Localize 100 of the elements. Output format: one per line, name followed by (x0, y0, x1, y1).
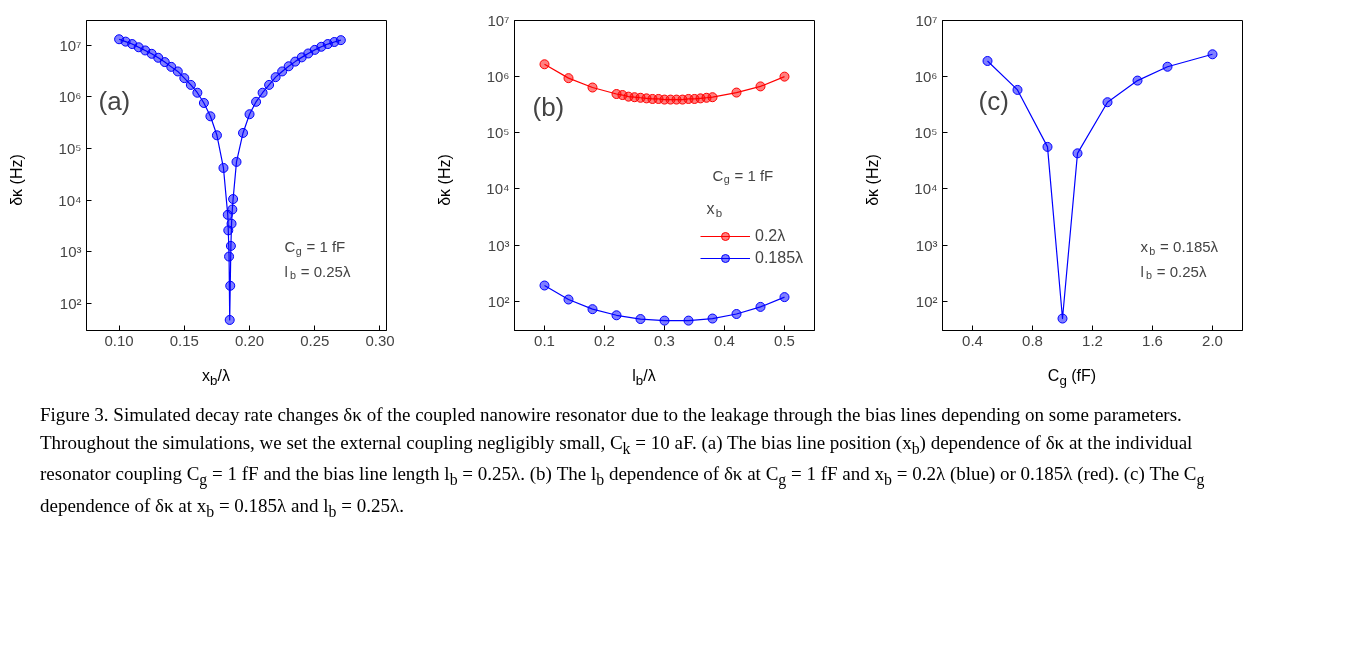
point (587, 304, 598, 315)
x-tick-label: 1.2 (1082, 331, 1103, 349)
point (277, 66, 288, 77)
point (779, 292, 790, 303)
point (192, 87, 203, 98)
annotation: (c) (978, 86, 1009, 117)
point (227, 204, 238, 215)
point (731, 309, 742, 319)
x-tick-label: 0.25 (300, 331, 330, 349)
point (563, 294, 574, 305)
point (1012, 84, 1023, 95)
point (659, 315, 670, 326)
y-tick-label: 10⁵ (914, 124, 938, 142)
x-tick-label: 2.0 (1202, 331, 1223, 349)
point (172, 66, 183, 77)
y-axis-title: δκ (Hz) (6, 154, 26, 206)
y-tick-label: 10⁴ (486, 180, 510, 198)
point (257, 87, 268, 98)
point (1132, 75, 1143, 86)
x-tick-label: 0.2 (594, 331, 615, 349)
point (166, 61, 177, 72)
x-tick-label: 0.4 (962, 331, 983, 349)
x-tick-label: 0.10 (104, 331, 134, 349)
point (539, 59, 550, 70)
y-tick-label: 10² (915, 292, 938, 310)
point (707, 313, 718, 324)
y-tick-label: 10⁶ (914, 68, 938, 86)
y-tick-label: 10⁴ (914, 180, 938, 198)
annotation: (a) (98, 86, 131, 117)
point (290, 56, 301, 67)
text: Figure 3. Simulated decay rate changes δκ of the coupled nanowire resonator due to the leakage through the bias lines depending on some parameters. Throughout the simulations, we set the external coupling negligibly small, C$_{k}$ = 10 aF. (a) The bias line position (x$_{b}$) dependence of δκ at the individual resonator coupling C$_{g}$ = 1 fF and the bias line length l$_{b}$ = 0.25λ. (b) The l$_{b}$ dependence of δκ at C$_{g}$ = 1 fF and x$_{b}$ = 0.2λ (blue) or 0.185λ (red). (c) The C$_{g}$ dependence of δκ at x$_{b}$ = 0.185λ and l$_{b}$ = 0.25λ. (40, 404, 1205, 520)
point (539, 280, 550, 291)
point (731, 87, 742, 98)
point (707, 92, 718, 103)
point (1162, 61, 1173, 72)
point (635, 314, 646, 325)
point (244, 109, 255, 120)
x-tick-label: 0.5 (774, 331, 795, 349)
annotation: (b) (532, 92, 565, 123)
x-tick-label: 0.20 (234, 331, 265, 349)
point (228, 194, 239, 205)
y-axis-title: δκ (Hz) (434, 154, 454, 206)
x-tick-label: 0.15 (169, 331, 199, 349)
y-tick-label: 10⁷ (915, 12, 938, 29)
point (198, 97, 209, 108)
y-tick-label: 10⁵ (58, 139, 82, 157)
y-tick-label: 10² (59, 294, 82, 312)
x-tick-label: 0.4 (714, 331, 735, 349)
point (1207, 49, 1218, 60)
point (211, 130, 222, 141)
point (755, 301, 766, 312)
y-tick-label: 10⁷ (487, 12, 510, 29)
y-axis-title: δκ (Hz) (862, 154, 882, 206)
x-axis-title: C$_{g}$ (fF) (1046, 366, 1098, 391)
point (611, 310, 622, 321)
x-axis-title: x$_{b}$/λ (201, 366, 231, 391)
point (1057, 313, 1068, 324)
point (563, 73, 574, 84)
point (587, 82, 598, 93)
point (179, 73, 190, 84)
point (283, 61, 294, 72)
x-tick-label: 1.6 (1142, 331, 1163, 349)
point (185, 79, 196, 90)
x-tick-label: 0.30 (365, 331, 395, 349)
legend-label: 0.2λ (755, 227, 786, 245)
y-tick-label: 10⁶ (486, 68, 510, 86)
point (224, 251, 235, 262)
point (303, 48, 314, 59)
x-tick-label: 0.3 (654, 331, 675, 349)
legend-label: 0.185λ (755, 249, 804, 267)
point (982, 55, 993, 66)
point (270, 72, 281, 83)
point (159, 57, 170, 68)
point (779, 71, 790, 82)
y-tick-label: 10³ (915, 236, 938, 254)
point (251, 96, 262, 107)
y-tick-label: 10⁴ (58, 191, 82, 209)
point (755, 81, 766, 92)
point (153, 52, 164, 63)
point (264, 79, 275, 90)
x-tick-label: 0.1 (534, 331, 555, 349)
point (225, 240, 236, 251)
point (224, 314, 235, 325)
y-tick-label: 10⁵ (486, 124, 510, 142)
point (1072, 148, 1083, 159)
y-tick-label: 10³ (59, 243, 82, 261)
point (1042, 141, 1053, 152)
y-tick-label: 10⁷ (59, 36, 82, 54)
y-tick-label: 10² (487, 292, 510, 310)
point (335, 35, 346, 46)
point (238, 127, 249, 138)
point (226, 218, 237, 229)
point (1102, 97, 1113, 108)
point (231, 156, 242, 167)
point (218, 162, 229, 173)
y-tick-label: 10³ (487, 236, 510, 254)
point (225, 280, 236, 291)
x-tick-label: 0.8 (1022, 331, 1043, 349)
y-tick-label: 10⁶ (58, 88, 82, 106)
x-axis-title: l$_{b}$/λ (631, 366, 657, 391)
